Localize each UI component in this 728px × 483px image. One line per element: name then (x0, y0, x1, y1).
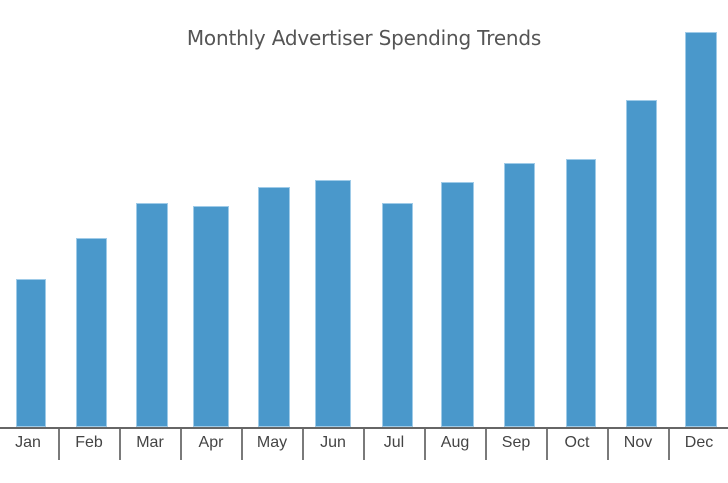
x-tick (424, 429, 426, 460)
x-axis-line (0, 427, 728, 429)
x-tick (485, 429, 487, 460)
x-tick (302, 429, 304, 460)
bar-jun (315, 180, 351, 427)
x-label-mar: Mar (136, 434, 164, 451)
x-label-dec: Dec (684, 434, 714, 451)
x-label-may: May (256, 434, 288, 451)
bar-may (258, 187, 290, 427)
x-label-aug: Aug (440, 434, 470, 451)
bar-jul (382, 203, 413, 427)
x-label-jul: Jul (383, 434, 405, 451)
bar-mar (136, 203, 168, 427)
x-tick (363, 429, 365, 460)
x-label-apr: Apr (198, 434, 224, 451)
bar-sep (504, 163, 535, 427)
x-tick (180, 429, 182, 460)
x-label-jan: Jan (15, 434, 41, 451)
x-label-nov: Nov (623, 434, 653, 451)
bar-aug (441, 182, 474, 427)
bar-jan (16, 279, 46, 427)
x-label-oct: Oct (564, 434, 590, 451)
x-label-jun: Jun (320, 434, 346, 451)
bar-apr (193, 206, 229, 427)
x-tick (546, 429, 548, 460)
x-tick (58, 429, 60, 460)
x-label-sep: Sep (501, 434, 531, 451)
x-tick (241, 429, 243, 460)
x-label-feb: Feb (75, 434, 103, 451)
x-tick (668, 429, 670, 460)
bar-feb (76, 238, 107, 427)
bar-dec (685, 32, 717, 427)
bar-nov (626, 100, 657, 427)
bar-oct (566, 159, 596, 427)
x-tick (607, 429, 609, 460)
chart-title: Monthly Advertiser Spending Trends (186, 26, 542, 50)
x-tick (119, 429, 121, 460)
